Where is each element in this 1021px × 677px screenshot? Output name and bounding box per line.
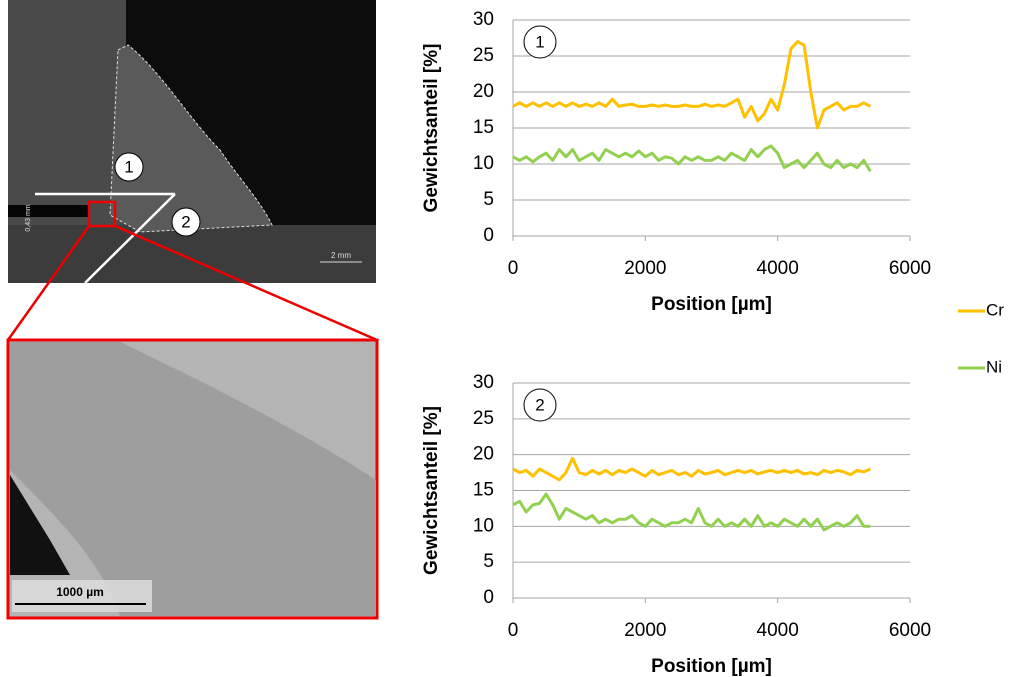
marker-label: 1 <box>124 157 133 176</box>
x-tick-label: 4000 <box>757 620 799 641</box>
y-tick-label: 25 <box>473 408 494 429</box>
x-tick-label: 2000 <box>624 620 666 641</box>
y-tick-label: 25 <box>473 45 494 66</box>
x-tick-label: 2000 <box>624 258 666 279</box>
zoom-line <box>114 224 378 342</box>
data-line <box>512 40 872 130</box>
x-axis-title: Position [µm] <box>651 294 772 315</box>
legend-label: Cr <box>986 300 1004 319</box>
x-tick-label: 6000 <box>889 620 931 641</box>
data-line <box>512 456 871 482</box>
marker-circle <box>114 152 144 182</box>
thickness-label: 0,43 mm <box>25 204 32 231</box>
annotation: 1 <box>535 32 544 51</box>
zoom-box <box>87 200 117 228</box>
y-tick-label: 5 <box>483 551 494 572</box>
scale-box <box>12 580 152 612</box>
y-tick-label: 0 <box>483 225 494 246</box>
annotation-circle <box>523 388 557 422</box>
y-tick-label: 15 <box>473 117 494 138</box>
marker-label: 2 <box>181 212 190 231</box>
y-tick-label: 30 <box>473 9 494 30</box>
y-tick-label: 10 <box>473 153 494 174</box>
gap-detail <box>10 475 70 575</box>
zoom-line <box>6 225 91 341</box>
x-tick-label: 0 <box>508 258 519 279</box>
y-tick-label: 30 <box>473 372 494 393</box>
y-tick-label: 10 <box>473 515 494 536</box>
annotation-circle <box>523 25 557 59</box>
x-tick-label: 0 <box>508 620 519 641</box>
web-plate <box>8 0 126 230</box>
y-axis-title: Gewichtsanteil [%] <box>421 406 442 575</box>
x-tick-label: 4000 <box>757 258 799 279</box>
weld-seam <box>109 44 273 233</box>
fusion-zone <box>10 342 376 616</box>
annotation: 2 <box>535 395 544 414</box>
data-line <box>512 492 871 532</box>
marker-circle <box>171 207 201 237</box>
y-tick-label: 0 <box>483 587 494 608</box>
y-tick-label: 5 <box>483 189 494 210</box>
y-axis-title: Gewichtsanteil [%] <box>421 44 442 213</box>
gap <box>8 205 88 217</box>
scale-label: 2 mm <box>331 251 351 260</box>
data-line <box>512 144 872 172</box>
x-axis-title: Position [µm] <box>651 656 772 677</box>
line-scan-2 <box>84 193 176 284</box>
y-tick-label: 20 <box>473 81 494 102</box>
y-tick-label: 15 <box>473 480 494 501</box>
legend-label: Ni <box>986 357 1002 376</box>
scale-label: 1000 µm <box>56 585 104 599</box>
y-tick-label: 20 <box>473 444 494 465</box>
x-tick-label: 6000 <box>889 258 931 279</box>
